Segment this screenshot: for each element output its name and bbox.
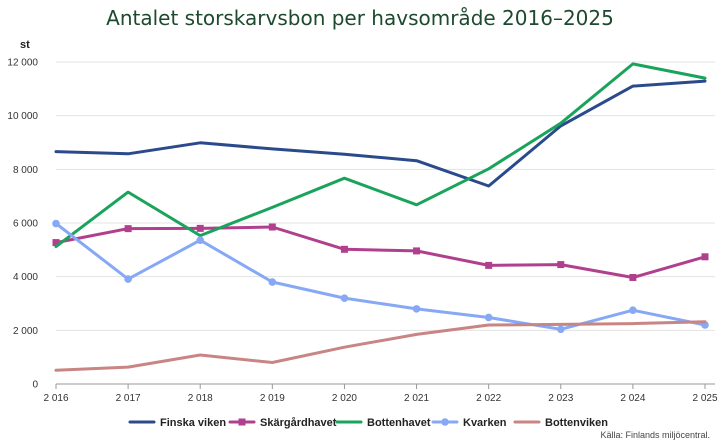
legend: Finska viken Skärgårdhavet Bottenhavet Kvar… [128, 417, 608, 429]
data-point-kvarken [556, 325, 565, 334]
data-point-sk-rg-rdhavet [485, 261, 493, 269]
gridlines [56, 61, 715, 385]
x-tick-label: 2 022 [476, 393, 501, 404]
data-point-sk-rg-rdhavet [701, 253, 709, 261]
data-point-sk-rg-rdhavet [52, 239, 60, 247]
x-tick-label: 2 025 [692, 393, 717, 404]
data-point-sk-rg-rdhavet [340, 245, 348, 253]
data-point-kvarken [268, 278, 277, 286]
data-point-kvarken [484, 313, 493, 322]
y-tick-label: 8 000 [13, 165, 38, 176]
legend-marker-kvarken [441, 418, 449, 426]
y-tick-label: 0 [32, 380, 38, 391]
legend-label-finska-viken: Finska viken [160, 417, 226, 429]
y-tick-label: 12 000 [7, 58, 38, 69]
legend-label-sk-rg-rdhavet: Skärgårdhavet [260, 417, 337, 429]
series-line-sk-rg-rdhavet [54, 225, 707, 279]
legend-label-bottenhavet: Bottenhavet [367, 417, 431, 429]
x-tick-label: 2 023 [548, 393, 573, 404]
x-tick-label: 2 021 [404, 393, 429, 404]
data-point-sk-rg-rdhavet [413, 247, 421, 255]
data-point-sk-rg-rdhavet [557, 261, 565, 269]
legend-label-bottenviken: Bottenviken [545, 417, 608, 429]
data-point-sk-rg-rdhavet [268, 223, 276, 231]
x-tick-label: 2 020 [332, 393, 357, 404]
x-tick-label: 2 024 [620, 393, 645, 404]
y-axis-unit: st [20, 39, 30, 51]
x-tick-label: 2 017 [116, 393, 141, 404]
series-line-bottenviken [54, 320, 707, 372]
data-point-kvarken [52, 219, 60, 228]
data-point-kvarken [629, 306, 637, 315]
data-point-sk-rg-rdhavet [196, 224, 204, 232]
data-point-sk-rg-rdhavet [629, 273, 637, 281]
data-point-kvarken [340, 294, 349, 302]
x-tick-label: 2 016 [43, 393, 68, 404]
data-point-kvarken [124, 275, 132, 283]
y-tick-label: 4 000 [13, 272, 38, 283]
source-note: Källa: Finlands miljöcentral. [600, 430, 710, 440]
legend-label-kvarken: Kvarken [463, 417, 507, 429]
series-lines [52, 62, 709, 372]
axes: 0 2 000 4 000 6 000 8 000 10 000 12 000 st 2 016… [7, 39, 718, 404]
chart-title: Antalet storskarvsbon per havsområde 201… [106, 6, 614, 30]
data-point-kvarken [412, 305, 421, 313]
y-tick-label: 10 000 [7, 111, 38, 122]
x-tick-label: 2 019 [260, 393, 285, 404]
legend-marker-sk-rg-rdhavet [238, 418, 246, 426]
y-tick-label: 6 000 [13, 219, 38, 230]
series-line-finska-viken [54, 79, 707, 188]
x-tick-label: 2 018 [188, 393, 213, 404]
y-tick-label: 2 000 [13, 326, 38, 337]
data-point-kvarken [196, 236, 205, 244]
data-point-sk-rg-rdhavet [124, 225, 132, 233]
series-line-bottenhavet [54, 62, 707, 249]
series-line-kvarken [54, 222, 707, 331]
